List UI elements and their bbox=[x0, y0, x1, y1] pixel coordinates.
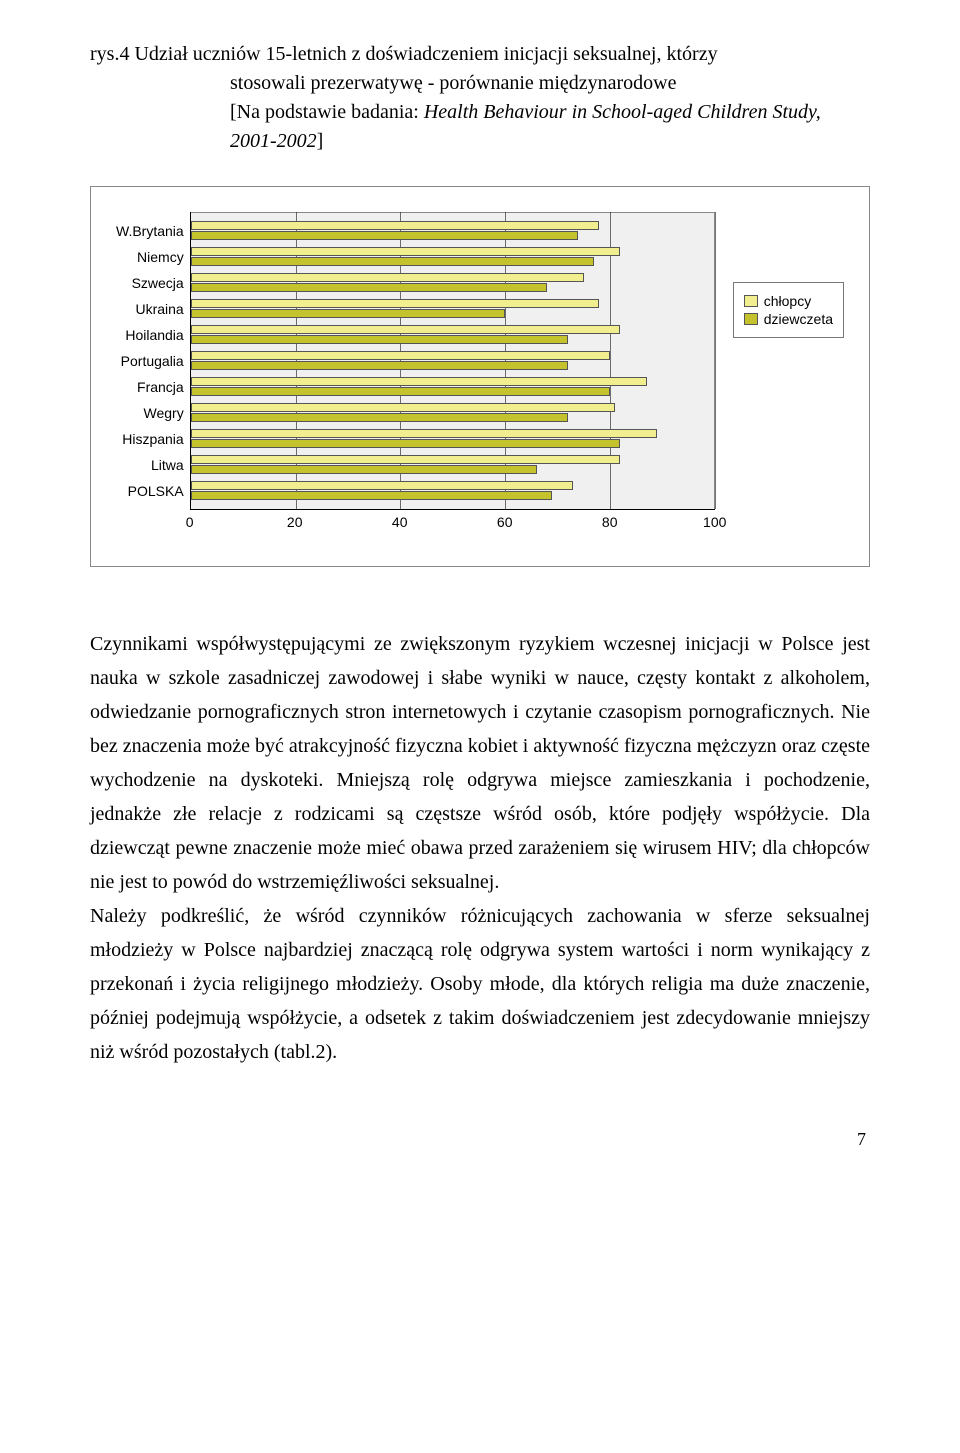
chart-bar bbox=[191, 481, 574, 490]
chart-bar bbox=[191, 273, 584, 282]
legend-item: dziewczeta bbox=[744, 311, 833, 327]
chart-row bbox=[191, 400, 715, 426]
figure-title-line1: Udział uczniów 15-letnich z doświadczeni… bbox=[134, 43, 717, 65]
chart-bar bbox=[191, 247, 621, 256]
legend-swatch bbox=[744, 313, 758, 325]
chart-x-tick: 60 bbox=[497, 514, 513, 530]
legend-item: chłopcy bbox=[744, 293, 833, 309]
chart-category-label: Hoilandia bbox=[116, 322, 184, 348]
chart-category-label: Wegry bbox=[116, 400, 184, 426]
chart-row bbox=[191, 426, 715, 452]
chart-plot-area bbox=[190, 212, 715, 510]
chart-bar bbox=[191, 491, 553, 500]
chart-container: W.BrytaniaNiemcySzwecjaUkrainaHoilandiaP… bbox=[90, 186, 870, 567]
chart-bar bbox=[191, 387, 610, 396]
chart-x-axis: 020406080100 bbox=[190, 510, 715, 536]
chart-bar bbox=[191, 335, 568, 344]
chart-bar bbox=[191, 299, 600, 308]
chart-bar bbox=[191, 351, 610, 360]
chart-category-label: Portugalia bbox=[116, 348, 184, 374]
chart-category-label: W.Brytania bbox=[116, 218, 184, 244]
chart-category-label: Francja bbox=[116, 374, 184, 400]
figure-caption: rys.4 Udział uczniów 15-letnich z doświa… bbox=[90, 40, 870, 156]
body-text: Czynnikami współwystępującymi ze zwiększ… bbox=[90, 627, 870, 1069]
chart-category-label: Niemcy bbox=[116, 244, 184, 270]
figure-number: rys.4 bbox=[90, 43, 134, 65]
chart-row bbox=[191, 374, 715, 400]
chart-bar bbox=[191, 309, 505, 318]
legend-swatch bbox=[744, 295, 758, 307]
chart-row bbox=[191, 452, 715, 478]
chart-bar bbox=[191, 439, 621, 448]
chart-bar bbox=[191, 221, 600, 230]
figure-source-close: ] bbox=[317, 130, 324, 152]
chart-x-tick: 80 bbox=[602, 514, 618, 530]
legend-label: dziewczeta bbox=[764, 311, 833, 327]
chart-row bbox=[191, 270, 715, 296]
chart-bar bbox=[191, 231, 579, 240]
figure-title-line2: stosowali prezerwatywę - porównanie międ… bbox=[230, 72, 677, 94]
paragraph-1: Czynnikami współwystępującymi ze zwiększ… bbox=[90, 627, 870, 899]
paragraph-2: Należy podkreślić, że wśród czynników ró… bbox=[90, 899, 870, 1069]
chart-bar bbox=[191, 403, 615, 412]
figure-source-prefix: [Na podstawie badania: bbox=[230, 101, 424, 123]
figure-source-italic-1: Health Behaviour in School-aged Children… bbox=[424, 101, 821, 123]
chart-x-tick: 0 bbox=[186, 514, 194, 530]
figure-source-italic-2: 2001-2002 bbox=[230, 130, 317, 152]
chart-bar bbox=[191, 455, 621, 464]
chart-bar bbox=[191, 283, 547, 292]
chart-category-label: Hiszpania bbox=[116, 426, 184, 452]
chart-legend: chłopcy dziewczeta bbox=[733, 282, 844, 338]
chart-row bbox=[191, 296, 715, 322]
chart-category-label: Szwecja bbox=[116, 270, 184, 296]
page-number: 7 bbox=[90, 1129, 870, 1150]
chart-bar bbox=[191, 429, 657, 438]
chart-bar bbox=[191, 413, 568, 422]
chart-category-label: Ukraina bbox=[116, 296, 184, 322]
chart-bar bbox=[191, 465, 537, 474]
legend-label: chłopcy bbox=[764, 293, 811, 309]
chart-x-tick: 40 bbox=[392, 514, 408, 530]
chart-bar bbox=[191, 361, 568, 370]
chart-row bbox=[191, 348, 715, 374]
chart-row bbox=[191, 218, 715, 244]
chart-category-label: POLSKA bbox=[116, 478, 184, 504]
chart-x-tick: 100 bbox=[703, 514, 726, 530]
chart-bar bbox=[191, 377, 647, 386]
chart-row bbox=[191, 322, 715, 348]
chart-y-axis-labels: W.BrytaniaNiemcySzwecjaUkrainaHoilandiaP… bbox=[116, 212, 190, 510]
chart-bar bbox=[191, 325, 621, 334]
chart-x-tick: 20 bbox=[287, 514, 303, 530]
chart-bar bbox=[191, 257, 595, 266]
chart-category-label: Litwa bbox=[116, 452, 184, 478]
chart-row bbox=[191, 244, 715, 270]
chart-row bbox=[191, 478, 715, 504]
